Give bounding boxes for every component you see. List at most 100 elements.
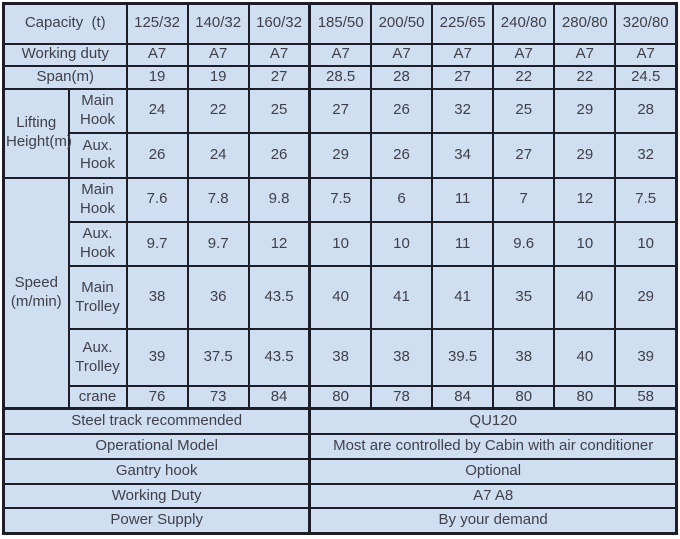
span-row: Span(m) 19 19 27 28.5 28 27 22 22 24.5 xyxy=(2,65,678,90)
lifting-aux-hook-value: 26 xyxy=(125,132,189,179)
speed-crane-value: 73 xyxy=(186,384,250,410)
speed-crane-value: 80 xyxy=(308,384,372,410)
speed-aux-trolley-value: 38 xyxy=(308,328,372,387)
working-duty-value: A7 xyxy=(125,42,189,68)
speed-main-hook-value: 11 xyxy=(431,176,495,223)
capacity-row: Capacity (t) 125/32 140/32 160/32 185/50… xyxy=(2,2,678,45)
speed-main-trolley-value: 41 xyxy=(431,265,495,331)
lifting-height-label: Lifting Height(m) xyxy=(2,87,72,179)
lifting-aux-hook-value: 26 xyxy=(247,132,311,179)
capacity-value: 125/32 xyxy=(125,2,189,45)
speed-main-trolley-value: 38 xyxy=(125,265,189,331)
gantry-hook-label: Gantry hook xyxy=(2,457,311,485)
speed-aux-hook-value: 9.7 xyxy=(125,220,189,268)
capacity-value: 225/65 xyxy=(431,2,495,45)
speed-main-trolley-value: 40 xyxy=(553,265,617,331)
speed-aux-trolley-value: 39 xyxy=(614,328,678,387)
lifting-aux-hook-label: Aux. Hook xyxy=(67,132,128,179)
capacity-value: 140/32 xyxy=(186,2,250,45)
speed-crane-value: 84 xyxy=(247,384,311,410)
span-value: 22 xyxy=(553,65,617,90)
working-duty-value: A7 xyxy=(431,42,495,68)
speed-aux-trolley-value: 43.5 xyxy=(247,328,311,387)
capacity-value: 160/32 xyxy=(247,2,311,45)
lifting-main-hook-value: 25 xyxy=(492,87,556,135)
speed-aux-hook-value: 9.6 xyxy=(492,220,556,268)
working-duty-value: A7 xyxy=(492,42,556,68)
speed-crane-value: 80 xyxy=(553,384,617,410)
speed-main-trolley-value: 36 xyxy=(186,265,250,331)
speed-aux-hook-value: 12 xyxy=(247,220,311,268)
speed-main-hook-value: 9.8 xyxy=(247,176,311,223)
speed-aux-hook-row: Aux. Hook 9.7 9.7 12 10 10 11 9.6 10 10 xyxy=(4,220,678,268)
speed-label: Speed (m/min) xyxy=(2,176,70,410)
working-duty-footer-label: Working Duty xyxy=(2,482,311,510)
speed-crane-value: 76 xyxy=(125,384,189,410)
capacity-value: 240/80 xyxy=(492,2,556,45)
power-supply-row: Power Supply By your demand xyxy=(2,507,678,535)
span-value: 22 xyxy=(492,65,556,90)
lifting-main-hook-value: 25 xyxy=(247,87,311,135)
speed-main-trolley-value: 29 xyxy=(614,265,678,331)
speed-aux-trolley-value: 39.5 xyxy=(431,328,495,387)
working-duty-row: Working duty A7 A7 A7 A7 A7 A7 A7 A7 A7 xyxy=(2,42,678,68)
speed-main-hook-value: 7.8 xyxy=(186,176,250,223)
lifting-aux-hook-value: 24 xyxy=(186,132,250,179)
speed-aux-trolley-label: Aux. Trolley xyxy=(67,328,128,387)
speed-aux-hook-label: Aux. Hook xyxy=(67,220,128,268)
speed-main-trolley-value: 41 xyxy=(369,265,434,331)
speed-aux-trolley-row: Aux. Trolley 39 37.5 43.5 38 38 39.5 38 … xyxy=(4,328,678,387)
speed-main-hook-value: 7 xyxy=(492,176,556,223)
speed-main-hook-value: 7.6 xyxy=(125,176,189,223)
speed-main-trolley-value: 35 xyxy=(492,265,556,331)
steel-track-row: Steel track recommended QU120 xyxy=(2,407,678,435)
lifting-aux-hook-value: 27 xyxy=(492,132,556,179)
capacity-value: 280/80 xyxy=(553,2,617,45)
speed-aux-hook-value: 10 xyxy=(553,220,617,268)
working-duty-value: A7 xyxy=(553,42,617,68)
steel-track-label: Steel track recommended xyxy=(2,407,311,435)
working-duty-value: A7 xyxy=(369,42,434,68)
speed-main-trolley-value: 40 xyxy=(308,265,372,331)
operational-model-value: Most are controlled by Cabin with air co… xyxy=(308,432,678,460)
span-value: 27 xyxy=(247,65,311,90)
working-duty-value: A7 xyxy=(614,42,678,68)
speed-aux-hook-value: 10 xyxy=(369,220,434,268)
lifting-aux-hook-row: Aux. Hook 26 24 26 29 26 34 27 29 32 xyxy=(4,132,678,179)
lifting-main-hook-row: Lifting Height(m) Main Hook 24 22 25 27 … xyxy=(2,87,678,179)
speed-main-hook-value: 7.5 xyxy=(614,176,678,223)
speed-main-hook-value: 12 xyxy=(553,176,617,223)
lifting-main-hook-value: 22 xyxy=(186,87,250,135)
span-value: 19 xyxy=(186,65,250,90)
speed-main-trolley-value: 43.5 xyxy=(247,265,311,331)
lifting-main-hook-value: 29 xyxy=(553,87,617,135)
speed-crane-value: 58 xyxy=(614,384,678,410)
speed-main-hook-row: Speed (m/min) Main Hook 7.6 7.8 9.8 7.5 … xyxy=(2,176,678,410)
speed-crane-label: crane xyxy=(67,384,128,410)
speed-aux-trolley-value: 37.5 xyxy=(186,328,250,387)
working-duty-value: A7 xyxy=(186,42,250,68)
speed-aux-trolley-value: 38 xyxy=(369,328,434,387)
gantry-hook-value: Optional xyxy=(308,457,678,485)
lifting-aux-hook-value: 32 xyxy=(614,132,678,179)
speed-aux-hook-value: 11 xyxy=(431,220,495,268)
speed-aux-trolley-value: 40 xyxy=(553,328,617,387)
lifting-main-hook-value: 27 xyxy=(308,87,372,135)
capacity-value: 320/80 xyxy=(614,2,678,45)
operational-model-label: Operational Model xyxy=(2,432,311,460)
span-value: 28.5 xyxy=(308,65,372,90)
span-value: 24.5 xyxy=(614,65,678,90)
working-duty-footer-row: Working Duty A7 A8 xyxy=(2,482,678,510)
speed-aux-hook-value: 10 xyxy=(614,220,678,268)
speed-aux-trolley-value: 38 xyxy=(492,328,556,387)
working-duty-footer-value: A7 A8 xyxy=(308,482,678,510)
capacity-value: 200/50 xyxy=(369,2,434,45)
lifting-aux-hook-value: 26 xyxy=(369,132,434,179)
speed-main-trolley-row: Main Trolley 38 36 43.5 40 41 41 35 40 2… xyxy=(4,265,678,331)
power-supply-value: By your demand xyxy=(308,507,678,535)
span-value: 27 xyxy=(431,65,495,90)
speed-main-hook-value: 7.5 xyxy=(308,176,372,223)
speed-crane-value: 80 xyxy=(492,384,556,410)
